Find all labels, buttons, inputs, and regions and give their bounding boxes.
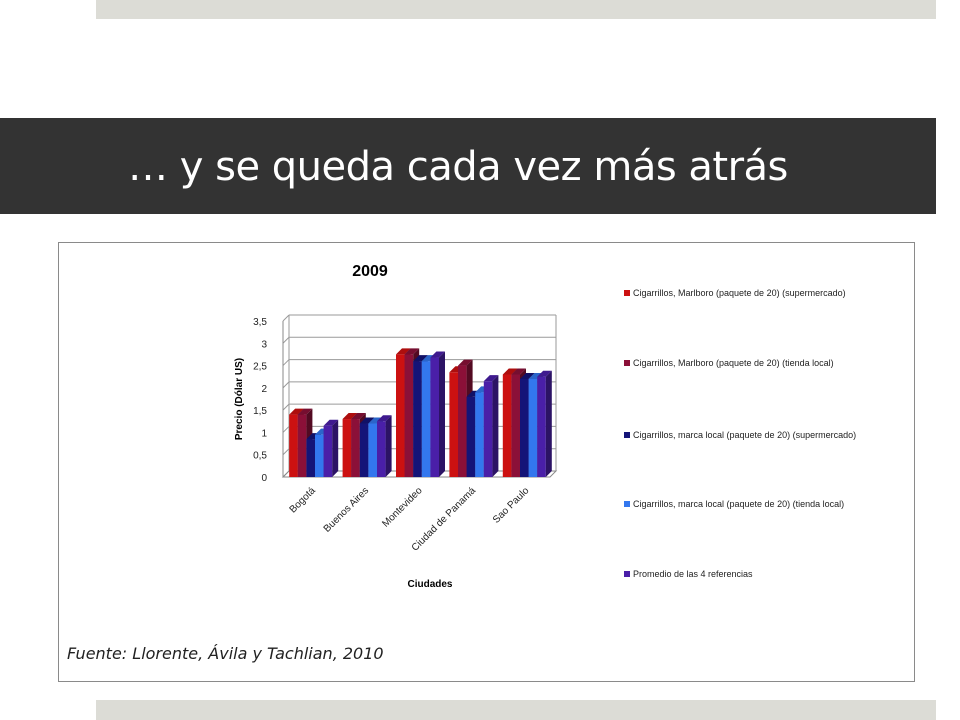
chart-title: 2009 — [352, 263, 388, 280]
bar-top — [342, 413, 358, 420]
bar — [466, 396, 476, 477]
bar — [520, 378, 529, 477]
bar-top — [430, 351, 445, 358]
legend-label: Cigarrillos, marca local (paquete de 20)… — [633, 499, 844, 509]
legend-swatch — [624, 571, 630, 577]
bar-top — [502, 368, 518, 375]
gridline-depth — [282, 336, 290, 344]
price-chart: 2009 0 0,5 1 1,5 2 2,5 3 3,5 Bogotá Buenos Aires Mo… — [234, 263, 856, 590]
gridline-depth — [282, 381, 290, 389]
bar-top — [359, 417, 375, 424]
bar-top — [297, 408, 313, 415]
bar — [404, 354, 414, 477]
bar — [342, 419, 352, 477]
bar — [297, 414, 307, 477]
y-tick-label: 1,5 — [253, 406, 267, 417]
top-decor-strip — [96, 0, 936, 19]
bar — [396, 354, 405, 477]
bar-side — [439, 351, 445, 477]
bar — [502, 374, 512, 477]
bar — [315, 434, 324, 477]
legend-label: Cigarrillos, Marlboro (paquete de 20) (t… — [633, 358, 834, 368]
bar — [537, 376, 546, 477]
bar-top — [351, 413, 366, 420]
legend-swatch — [624, 432, 630, 438]
x-tick-label: Sao Paulo — [491, 485, 532, 526]
bar — [377, 421, 386, 477]
bar-top — [377, 415, 392, 422]
bar — [421, 361, 431, 477]
bar — [511, 374, 520, 477]
x-tick-label: Buenos Aires — [322, 485, 371, 534]
bar-top — [413, 355, 428, 362]
legend-swatch — [624, 360, 630, 366]
chart-frame: 2009 0 0,5 1 1,5 2 2,5 3 3,5 Bogotá Buenos Aires Mo… — [58, 242, 915, 682]
legend-label: Cigarrillos, Marlboro (paquete de 20) (s… — [633, 288, 846, 298]
y-tick-label: 3 — [261, 339, 267, 350]
bar — [289, 414, 298, 477]
bar — [306, 439, 315, 477]
bar-side — [332, 419, 339, 477]
bar — [483, 381, 493, 477]
y-tick-label: 0 — [261, 473, 267, 484]
bar-top — [458, 359, 473, 366]
bar-top — [520, 372, 535, 379]
gridline-depth — [282, 426, 290, 433]
bar-top — [511, 368, 526, 375]
bar — [430, 357, 439, 477]
bar — [449, 372, 458, 477]
bar-top — [537, 370, 552, 377]
gridline-depth — [282, 359, 290, 366]
gridline-depth — [282, 403, 290, 411]
y-tick-label: 2 — [261, 384, 267, 395]
legend-label: Promedio de las 4 referencias — [633, 569, 753, 579]
y-tick-label: 1 — [261, 428, 267, 439]
y-axis-title: Precio (Dólar US) — [234, 358, 245, 440]
bar-top — [483, 375, 499, 382]
x-tick-label: Montevideo — [380, 485, 425, 530]
bar-top — [404, 348, 420, 355]
bar — [368, 423, 377, 477]
bar-top — [323, 419, 339, 426]
bar — [475, 392, 484, 477]
bar-side — [545, 370, 552, 477]
source-citation: Fuente: Llorente, Ávila y Tachlian, 2010 — [67, 644, 384, 663]
y-tick-label: 0,5 — [253, 451, 267, 462]
legend-swatch — [624, 290, 630, 296]
bar — [458, 365, 467, 477]
gridline-depth — [282, 314, 290, 322]
bar — [323, 425, 333, 477]
gridline-depth — [282, 448, 290, 456]
x-axis-title: Ciudades — [407, 579, 452, 590]
y-tick-label: 2,5 — [253, 362, 267, 373]
legend-label: Cigarrillos, marca local (paquete de 20)… — [633, 430, 856, 440]
bar-side — [492, 375, 499, 477]
legend-swatch — [624, 501, 630, 507]
bar-side — [385, 415, 392, 477]
bar — [528, 378, 538, 477]
slide-title: … y se queda cada vez más atrás — [128, 144, 788, 190]
title-band — [0, 118, 936, 214]
bar — [359, 423, 369, 477]
bottom-decor-strip — [96, 700, 936, 720]
bar-top — [289, 408, 304, 415]
y-tick-label: 3,5 — [253, 317, 267, 328]
bar-top — [396, 348, 411, 355]
x-tick-label: Bogotá — [288, 485, 318, 515]
bar — [351, 419, 360, 477]
bar — [413, 361, 422, 477]
